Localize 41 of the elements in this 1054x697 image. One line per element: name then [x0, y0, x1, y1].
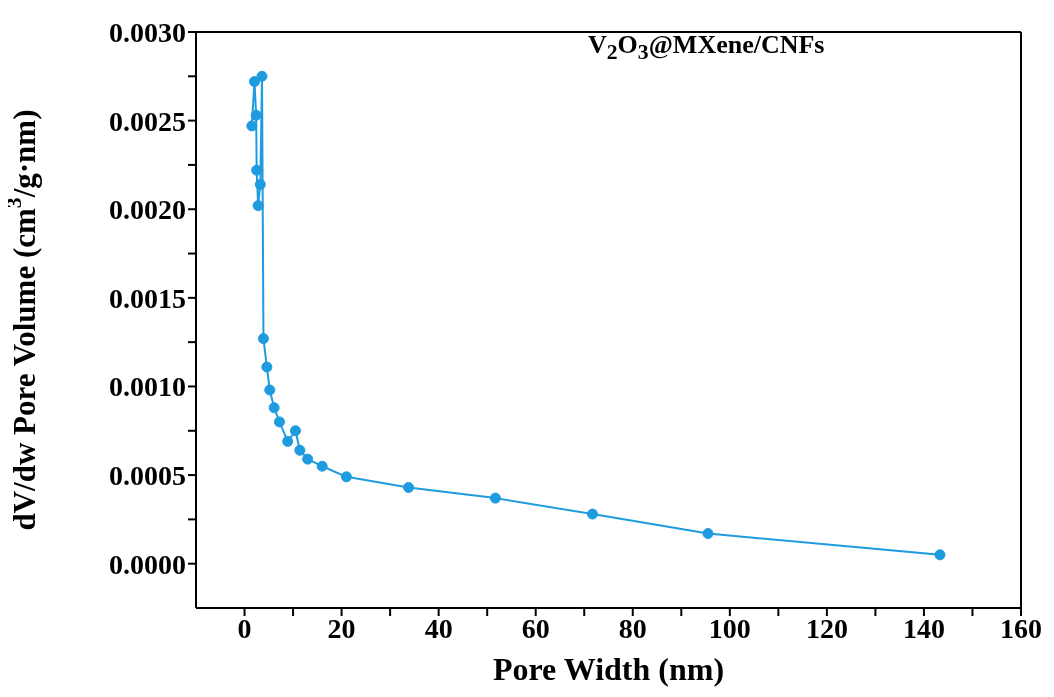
point [403, 481, 415, 493]
x-tick-label: 100 [708, 612, 751, 644]
y-tick-label: 0.0030 [109, 16, 186, 48]
x-tick-label: 140 [902, 612, 945, 644]
y-tick-label: 0.0020 [109, 194, 186, 226]
x-tick-label: 120 [805, 612, 848, 644]
point [251, 164, 263, 176]
y-tick-label: 0.0005 [109, 460, 186, 492]
y-tick-label: 0.0025 [109, 105, 186, 137]
x-tick-label: 80 [618, 612, 647, 644]
point [252, 200, 264, 212]
point [702, 528, 714, 540]
point [248, 76, 260, 88]
point [261, 361, 273, 373]
point [257, 333, 269, 345]
point [316, 460, 328, 472]
point [294, 444, 306, 456]
y-tick-label: 0.0000 [109, 548, 186, 580]
x-tick-label: 0 [237, 612, 252, 644]
point [246, 120, 258, 132]
x-tick-label: 160 [1000, 612, 1042, 644]
y-tick-label: 0.0015 [109, 282, 186, 314]
y-tick-label: 0.0010 [109, 371, 186, 403]
point [264, 384, 276, 396]
point [302, 453, 314, 465]
x-tick-label: 40 [424, 612, 453, 644]
point [254, 178, 266, 190]
x-tick-label: 20 [327, 612, 356, 644]
point [289, 425, 301, 437]
point [256, 70, 268, 82]
x-axis-title: Pore Width (nm) [492, 651, 725, 687]
x-tick-label: 60 [521, 612, 550, 644]
point [489, 492, 501, 504]
annotation: V$_{2}$O$_{3}$@MXene/CNFs [588, 30, 825, 66]
point [586, 508, 598, 520]
point [340, 471, 352, 483]
point [250, 109, 262, 121]
point [282, 435, 294, 447]
point [934, 549, 946, 561]
point [268, 402, 280, 414]
point [273, 416, 285, 428]
